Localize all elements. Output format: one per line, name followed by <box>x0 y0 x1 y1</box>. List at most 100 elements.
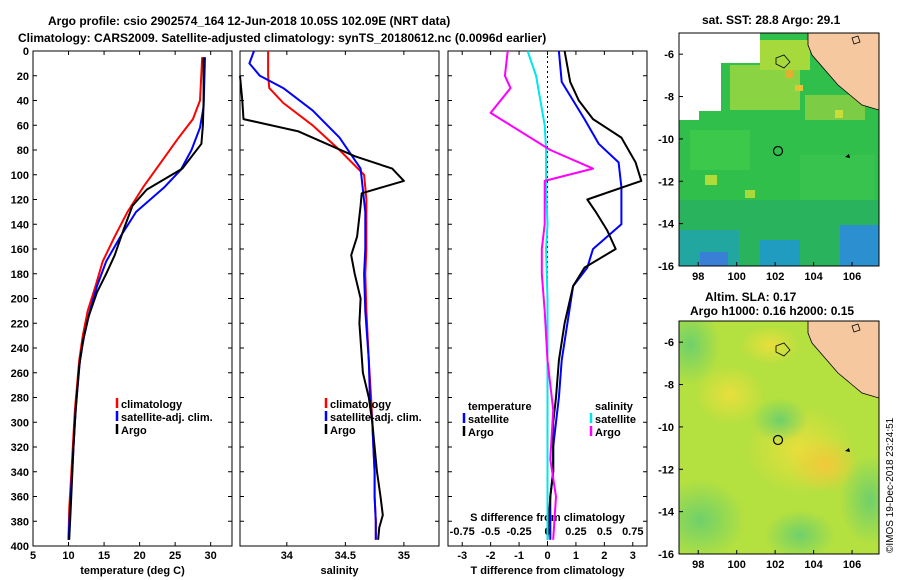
series-line-argo <box>68 57 205 540</box>
map-y-tick-label: -10 <box>658 422 674 434</box>
y-tick-label: 100 <box>11 170 29 182</box>
s-diff-tick-label: -0.75 <box>450 526 475 538</box>
title-line1: Argo profile: csio 2902574_164 12-Jun-20… <box>48 14 450 28</box>
argo-position-marker-sla <box>772 434 784 446</box>
series-line-s-satellite <box>526 50 549 540</box>
legend-label: satellite <box>468 414 509 426</box>
x-tick-label: 3 <box>630 550 636 562</box>
legend-label: satellite-adj. clim. <box>330 412 422 424</box>
map-x-tick-label: 106 <box>843 559 861 571</box>
title-line2: Climatology: CARS2009. Satellite-adjuste… <box>18 31 546 45</box>
argo-position-marker <box>772 145 784 157</box>
y-tick-label: 60 <box>17 120 29 132</box>
watermark: ©IMOS 19-Dec-2018 23:24:51 <box>885 417 896 553</box>
map-x-tick-label: 104 <box>804 559 823 571</box>
y-tick-label: 300 <box>11 417 29 429</box>
temperature-xlabel: temperature (deg C) <box>80 565 185 577</box>
legend-label: satellite <box>595 414 636 426</box>
x-tick-label: 0 <box>544 550 550 562</box>
y-tick-label: 320 <box>11 442 29 454</box>
legend-label: satellite-adj. clim. <box>121 412 213 424</box>
y-tick-label: 180 <box>11 269 29 281</box>
series-line-climatology <box>67 57 204 540</box>
y-tick-label: 360 <box>11 492 29 504</box>
sst-map-title: sat. SST: 28.8 Argo: 29.1 <box>702 13 841 27</box>
map-x-tick-label: 98 <box>692 271 704 283</box>
series-line-t-satellite <box>549 50 623 540</box>
map-x-tick-label: 106 <box>843 271 861 283</box>
map-y-tick-label: -12 <box>658 464 674 476</box>
s-diff-tick-label: -0.5 <box>481 526 500 538</box>
temperature-panel: 0 20 40 60 80 100 120 140 160 180 200 220 240 260 280 3… <box>11 46 233 577</box>
y-tick-label: 340 <box>11 467 29 479</box>
map-x-tick-label: 104 <box>804 271 823 283</box>
x-tick-label: 35 <box>398 550 410 562</box>
differences-xlabel: T difference from climatology <box>470 565 625 577</box>
x-tick-label: 20 <box>133 550 145 562</box>
s-diff-tick-label: 0.75 <box>622 526 643 538</box>
map-y-tick-label: -8 <box>664 92 674 104</box>
map-y-tick-label: -6 <box>664 49 674 61</box>
x-tick-label: 5 <box>30 550 36 562</box>
x-tick-label: 2 <box>601 550 607 562</box>
map-y-tick-label: -14 <box>658 219 675 231</box>
x-tick-label: 15 <box>98 550 110 562</box>
x-tick-label: -1 <box>514 550 524 562</box>
s-diff-tick-label: 0.25 <box>565 526 586 538</box>
series-line-argo <box>239 75 405 540</box>
y-tick-label: 40 <box>17 96 29 108</box>
map-x-tick-label: 100 <box>728 559 746 571</box>
difference-panel: -3 -2 -1 0 1 2 3T difference from climatologyS… <box>447 50 648 577</box>
salinity-xlabel: salinity <box>321 565 360 577</box>
map-y-tick-label: -12 <box>658 176 674 188</box>
map-x-tick-label: 102 <box>766 559 784 571</box>
sla-map <box>679 321 879 554</box>
y-tick-label: 20 <box>17 71 29 83</box>
x-tick-label: -3 <box>457 550 467 562</box>
y-tick-label: 240 <box>11 343 29 355</box>
s-diff-tick-label: -0.25 <box>507 526 532 538</box>
legend-label: climatology <box>330 399 392 411</box>
series-line-s-argo <box>489 50 594 540</box>
legend-label: climatology <box>121 399 183 411</box>
island-mark-sla <box>845 448 850 452</box>
sla-map-title-2: Argo h1000: 0.16 h2000: 0.15 <box>690 304 854 318</box>
map-x-tick-label: 100 <box>728 271 746 283</box>
map-x-tick-label: 102 <box>766 271 784 283</box>
x-tick-label: 30 <box>205 550 217 562</box>
y-tick-label: 260 <box>11 368 29 380</box>
sst-map-frame <box>678 32 880 267</box>
sla-map-axes: -6 -8 -10 -12 -14 -16 98 100 102 104 106 <box>658 337 861 571</box>
y-tick-label: 380 <box>11 516 29 528</box>
x-tick-label: 25 <box>169 550 181 562</box>
y-tick-label: 280 <box>11 393 29 405</box>
y-tick-label: 0 <box>23 46 29 58</box>
map-y-tick-label: -16 <box>658 549 674 561</box>
y-tick-label: 80 <box>17 145 29 157</box>
y-tick-label: 160 <box>11 244 29 256</box>
legend-label: Argo <box>595 427 621 439</box>
y-tick-label: 140 <box>11 219 29 231</box>
map-y-tick-label: -6 <box>664 337 674 349</box>
legend-label: Argo <box>330 425 356 437</box>
map-x-tick-label: 98 <box>692 559 704 571</box>
y-tick-label: 400 <box>11 541 29 553</box>
y-tick-label: 120 <box>11 195 29 207</box>
island-mark <box>845 154 850 158</box>
sla-map-frame <box>678 320 880 555</box>
map-y-tick-label: -14 <box>658 507 675 519</box>
x-tick-label: 10 <box>62 550 74 562</box>
y-tick-label: 200 <box>11 294 29 306</box>
x-tick-label: 1 <box>573 550 579 562</box>
series-line-satellite-adj-clim- <box>248 50 377 540</box>
salinity-panel: 34 34.5 35 salinity climatologysatellite-adj… <box>239 50 440 577</box>
sla-map-title-1: Altim. SLA: 0.17 <box>705 290 797 304</box>
legend-label: Argo <box>121 425 147 437</box>
legend-temperature-title: temperature <box>468 401 532 413</box>
sst-map <box>679 33 879 266</box>
s-diff-tick-label: 0.5 <box>597 526 612 538</box>
legend-label: Argo <box>468 427 494 439</box>
series-line-t-argo <box>546 50 643 540</box>
y-tick-label: 220 <box>11 318 29 330</box>
